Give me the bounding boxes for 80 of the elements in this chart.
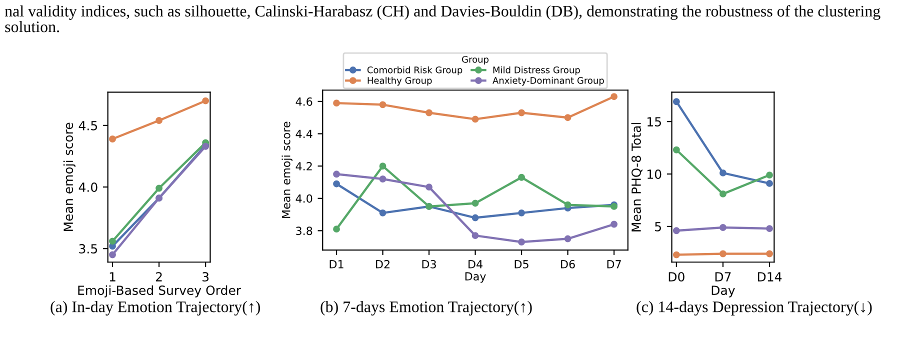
point [333, 226, 340, 233]
point [109, 251, 116, 258]
y-axis-title: Mean emoji score [282, 122, 292, 218]
x-tick-label: D3 [422, 260, 436, 268]
point [564, 235, 572, 242]
text: (a) In-day Emotion Trajectory(↑) [50, 301, 260, 316]
point [610, 220, 618, 228]
point [333, 170, 340, 178]
point [672, 98, 680, 106]
point [426, 109, 432, 116]
y-tick-label: 4.6 [296, 97, 312, 106]
x-tick-label: D1 [330, 260, 344, 268]
x-tick-label: 3 [202, 272, 209, 282]
point [672, 146, 680, 154]
legend-title: Group [462, 56, 489, 65]
point [109, 136, 116, 142]
point [766, 225, 773, 232]
x-tick-label: D14 [758, 272, 782, 282]
point [379, 209, 386, 216]
y-tick-label: 4.0 [78, 182, 98, 192]
point [564, 114, 572, 122]
x-tick-label: D7 [607, 260, 621, 268]
point [720, 190, 726, 198]
x-tick-label: 1 [110, 272, 116, 282]
point [766, 250, 773, 258]
x-axis-title: Emoji-Based Survey Order [78, 285, 242, 298]
point [472, 200, 479, 207]
point [672, 251, 680, 258]
y-tick-label: 4.5 [78, 121, 98, 130]
x-tick-label: D2 [376, 260, 390, 268]
point [109, 238, 116, 245]
x-axis-title: Day [712, 286, 735, 298]
legend-label: Comorbid Risk Group [367, 66, 462, 76]
point [333, 180, 340, 188]
text: nal validity indices, such as silhouette, Calinski-Harabasz (CH) and Davies-Bouldin (DB), demonstrating the robustness of the clustering solution. [4, 5, 880, 32]
point [720, 250, 726, 258]
point [518, 238, 526, 246]
point [379, 162, 386, 170]
point [720, 169, 726, 176]
point [720, 224, 726, 231]
x-tick-label: D4 [468, 260, 482, 268]
point [518, 109, 526, 116]
point [672, 227, 680, 234]
y-tick-label: 3.5 [79, 244, 98, 254]
y-tick-label: 10 [648, 169, 662, 179]
text: (c) 14-days Depression Trajectory(↓) [636, 301, 872, 316]
legend-label: Healthy Group [368, 76, 432, 86]
x-tick-label: D6 [561, 260, 575, 268]
point [426, 184, 432, 191]
point [472, 232, 479, 240]
x-tick-label: 2 [156, 272, 162, 282]
y-axis-title: Mean PHQ-8 Total [631, 122, 642, 232]
point [472, 214, 479, 222]
point [472, 116, 479, 123]
point [610, 93, 618, 100]
x-axis-title: Day [465, 272, 486, 283]
point [156, 184, 163, 192]
y-axis-title: Mean emoji score [63, 122, 76, 231]
point [766, 172, 773, 179]
y-tick-label: 4.0 [296, 194, 312, 203]
point [202, 97, 210, 104]
y-tick-label: 5 [655, 222, 661, 232]
x-tick-label: D7 [715, 272, 731, 282]
text: (b) 7-days Emotion Trajectory(↑) [320, 301, 532, 316]
y-tick-label: 4.4 [296, 130, 312, 138]
y-tick-label: 15 [648, 117, 661, 126]
point [766, 180, 773, 187]
point [156, 117, 163, 124]
legend-label: Mild Distress Group [493, 66, 580, 76]
point [564, 201, 572, 208]
point [518, 174, 526, 181]
y-tick-label: 4.2 [296, 162, 312, 170]
point [333, 100, 340, 107]
x-tick-label: D5 [514, 260, 528, 268]
point [518, 209, 526, 216]
legend-label: Anxiety-Dominant Group [492, 76, 604, 86]
x-tick-label: D0 [668, 272, 684, 282]
point [379, 101, 386, 108]
point [379, 176, 386, 182]
y-tick-label: 3.8 [296, 226, 312, 236]
